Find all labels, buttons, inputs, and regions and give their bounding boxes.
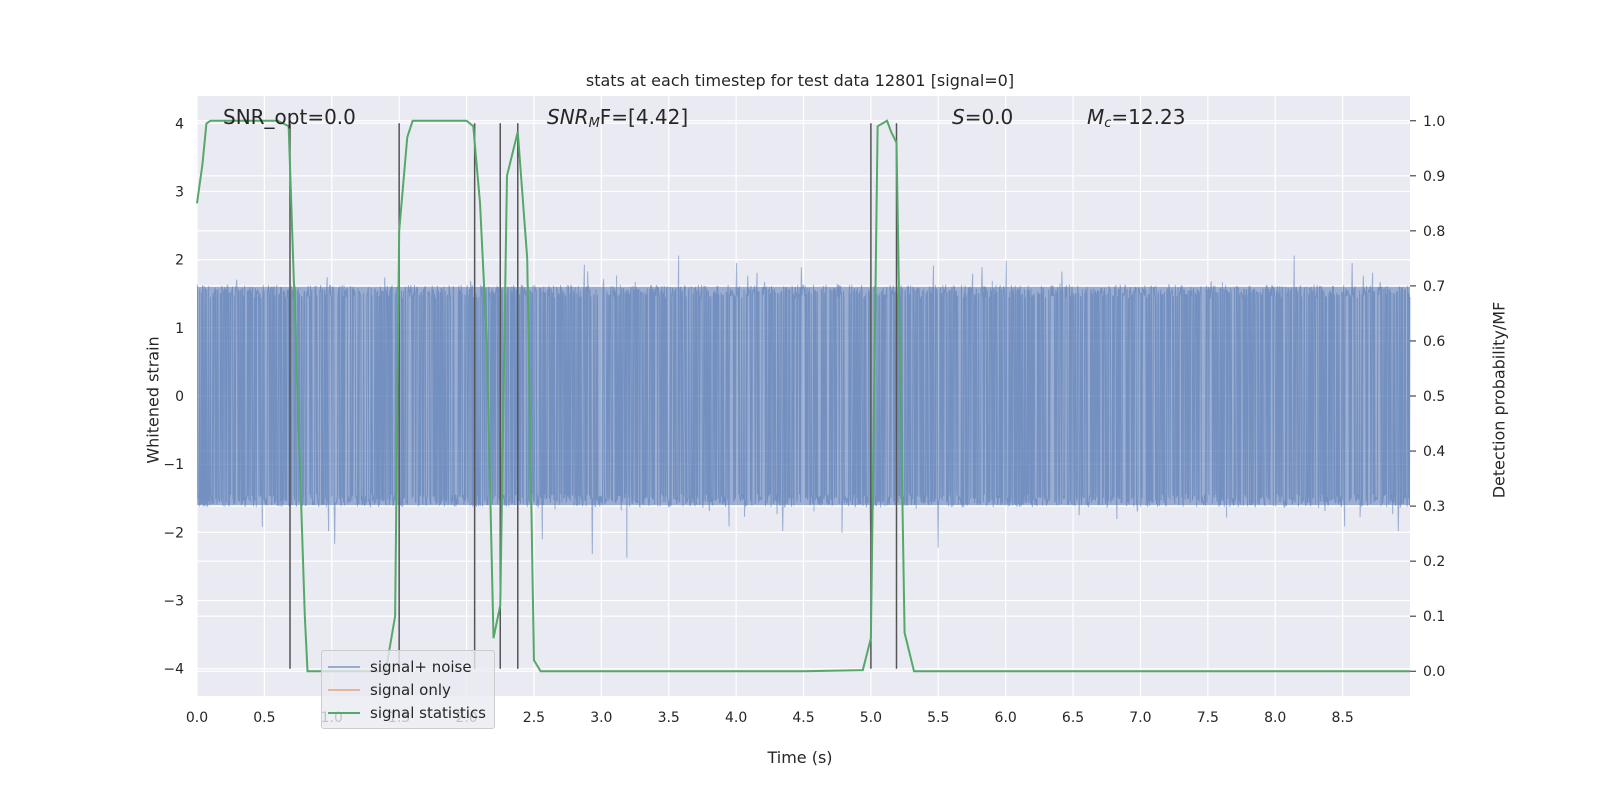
y-left-tick-label: 2: [175, 253, 184, 269]
x-tick-label: 4.0: [725, 710, 747, 726]
x-tick-label: 4.5: [792, 710, 814, 726]
y-right-tick-label: 0.7: [1423, 279, 1445, 295]
y-left-tick-label: 4: [175, 116, 184, 132]
chart-title: stats at each timestep for test data 128…: [585, 71, 1015, 90]
legend-item-signal-statistics: signal statistics: [328, 701, 486, 724]
y-right-tick-label: 0.6: [1423, 334, 1445, 350]
legend-label-signal-noise: signal+ noise: [370, 657, 472, 676]
right-y-tick-labels: 1.0 0.9 0.8 0.7 0.6 0.5 0.4 0.3 0.2 0.1 0.0: [1410, 114, 1445, 680]
snr-mf-annotation: SNRMF=[4.42]: [547, 105, 688, 131]
y-right-tick-label: 0.8: [1423, 224, 1445, 240]
legend-swatch-signal-statistics: [328, 711, 360, 714]
snr-mf-sub: M: [588, 116, 600, 131]
s-annotation: S=0.0: [952, 105, 1013, 129]
y-left-tick-label: −2: [163, 525, 184, 541]
y-right-tick-label: 0.9: [1423, 169, 1445, 185]
y-axis-label-right: Detection probability/MF: [1489, 301, 1509, 499]
y-right-tick-label: 0.0: [1423, 664, 1445, 680]
mc-tail: =12.23: [1111, 105, 1186, 129]
y-right-tick-label: 0.3: [1423, 499, 1445, 515]
left-y-tick-labels: 4 3 2 1 0 −1 −2 −3 −4: [163, 116, 184, 677]
y-axis-label-left: Whitened strain: [143, 336, 163, 464]
x-tick-label: 2.5: [523, 710, 545, 726]
mc-annotation: Mc=12.23: [1087, 105, 1185, 131]
y-right-tick-label: 0.2: [1423, 554, 1445, 570]
x-tick-label: 0.0: [186, 710, 208, 726]
signal-statistics-series: [196, 119, 1411, 673]
legend-label-signal-only: signal only: [370, 680, 451, 699]
x-tick-label: 6.0: [995, 710, 1017, 726]
y-left-tick-label: 0: [175, 389, 184, 405]
legend: signal+ noise signal only signal statist…: [321, 650, 496, 729]
snr-mf-tail: F=[4.42]: [599, 105, 689, 129]
legend-item-signal-only: signal only: [328, 678, 486, 701]
x-tick-label: 5.5: [927, 710, 949, 726]
mc-main: M: [1087, 105, 1105, 129]
legend-swatch-signal-noise: [328, 665, 360, 668]
y-left-tick-label: −4: [163, 662, 184, 678]
mc-sub: c: [1104, 116, 1112, 131]
s-tail: =0.0: [964, 105, 1014, 129]
y-right-tick-label: 0.5: [1423, 389, 1445, 405]
x-tick-label: 7.0: [1129, 710, 1151, 726]
y-right-tick-label: 0.4: [1423, 444, 1445, 460]
y-right-tick-label: 0.1: [1423, 609, 1445, 625]
y-right-tick-label: 1.0: [1423, 114, 1445, 130]
x-tick-label: 3.5: [658, 710, 680, 726]
x-tick-label: 6.5: [1062, 710, 1084, 726]
x-tick-label: 3.0: [590, 710, 612, 726]
x-tick-label: 8.5: [1331, 710, 1353, 726]
x-tick-label: 5.0: [860, 710, 882, 726]
x-tick-label: 0.5: [253, 710, 275, 726]
snr-opt-text: SNR_opt=0.0: [223, 105, 356, 129]
snr-mf-main: SNR: [547, 105, 589, 129]
x-axis-label: Time (s): [767, 748, 833, 767]
y-left-tick-label: −1: [163, 457, 184, 473]
s-main: S: [952, 105, 965, 129]
x-tick-label: 7.5: [1197, 710, 1219, 726]
y-left-tick-label: 3: [175, 184, 184, 200]
legend-label-signal-statistics: signal statistics: [370, 703, 487, 722]
y-left-tick-label: −3: [163, 594, 184, 610]
y-left-tick-label: 1: [175, 321, 184, 337]
snr-opt-annotation: SNR_opt=0.0: [223, 105, 356, 129]
legend-item-signal-noise: signal+ noise: [328, 655, 486, 678]
legend-swatch-signal-only: [328, 688, 360, 691]
x-tick-label: 8.0: [1264, 710, 1286, 726]
